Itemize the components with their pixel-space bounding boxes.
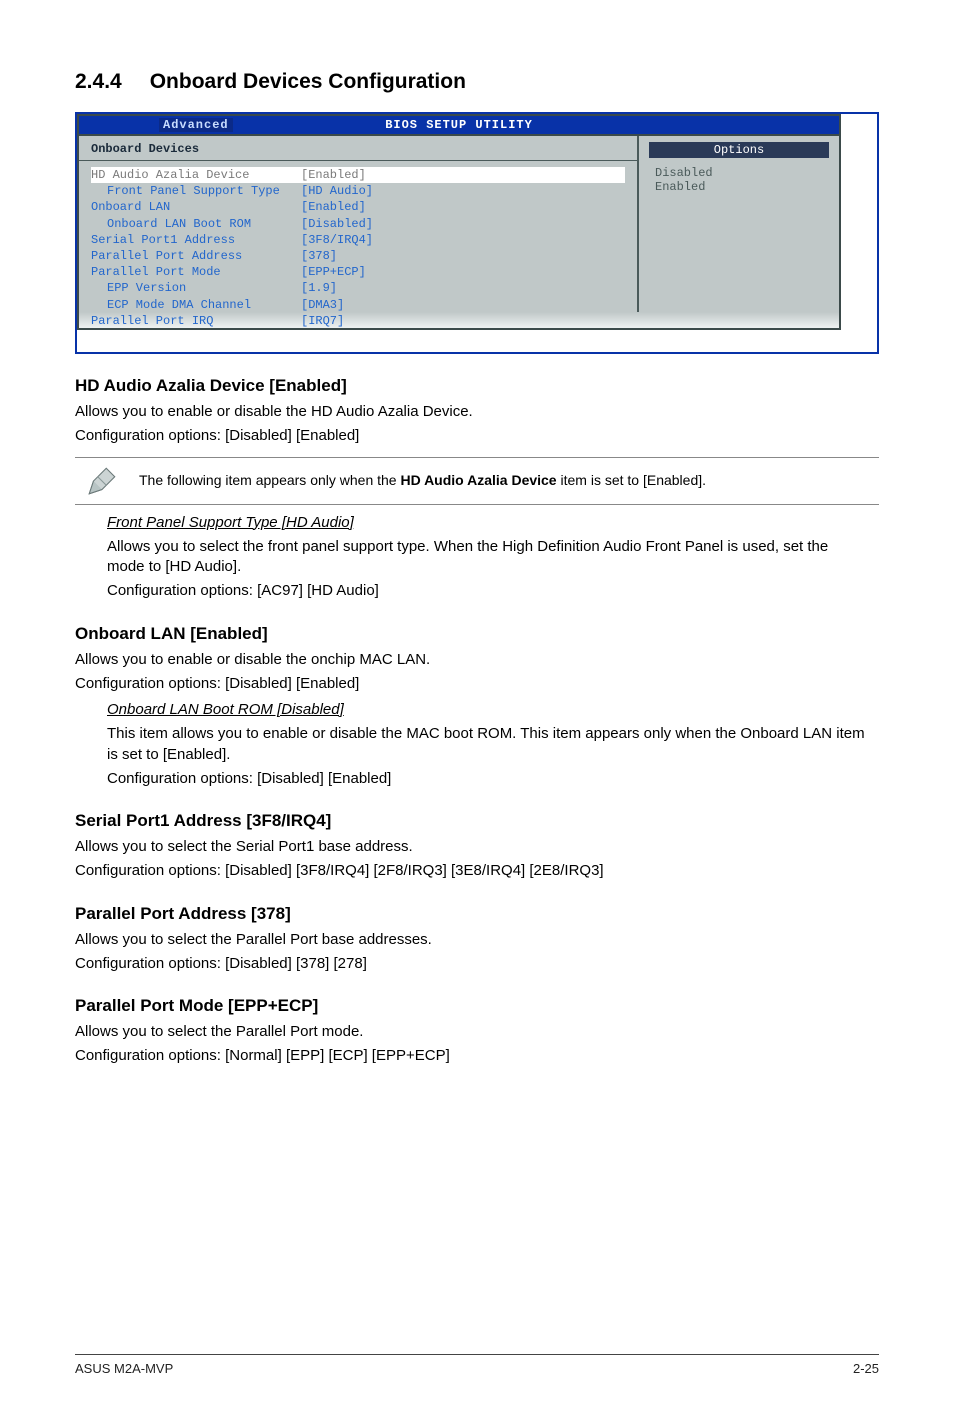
footer-right: 2-25 [853, 1361, 879, 1376]
section-heading: 2.4.4 Onboard Devices Configuration [75, 70, 879, 94]
bios-row-value: [Enabled] [301, 199, 366, 215]
note-callout: The following item appears only when the… [75, 457, 879, 505]
body-text: Configuration options: [Disabled] [378] … [75, 954, 879, 974]
subsection-heading: HD Audio Azalia Device [Enabled] [75, 376, 879, 396]
bios-row: Onboard LAN Boot ROM[Disabled] [91, 216, 625, 232]
body-text: Allows you to select the Parallel Port m… [75, 1022, 879, 1042]
bios-row-key: Front Panel Support Type [107, 183, 301, 199]
bios-option: Enabled [655, 180, 823, 194]
bios-row-value: [DMA3] [301, 297, 344, 313]
bios-option: Disabled [655, 166, 823, 180]
bios-screenshot: BIOS SETUP UTILITY Advanced Onboard Devi… [75, 112, 879, 354]
bios-options-title: Options [649, 142, 829, 158]
bios-title-bar: BIOS SETUP UTILITY Advanced [79, 116, 839, 136]
bios-row: Onboard LAN[Enabled] [91, 199, 625, 215]
bios-row-key: ECP Mode DMA Channel [107, 297, 301, 313]
bios-row-key: Serial Port1 Address [91, 232, 301, 248]
section-title: Onboard Devices Configuration [150, 70, 466, 94]
bios-row-value: [Disabled] [301, 216, 373, 232]
pencil-icon [85, 464, 119, 498]
subsection-heading: Parallel Port Mode [EPP+ECP] [75, 996, 879, 1016]
body-text: Allows you to select the front panel sup… [107, 537, 869, 578]
bios-row: ECP Mode DMA Channel[DMA3] [91, 297, 625, 313]
bios-row-key: Onboard LAN Boot ROM [107, 216, 301, 232]
bios-row: HD Audio Azalia Device[Enabled] [91, 167, 625, 183]
bios-row: Parallel Port IRQ[IRQ7] [91, 313, 625, 329]
section-number: 2.4.4 [75, 70, 122, 94]
bios-row-key: HD Audio Azalia Device [91, 167, 301, 183]
bios-row-key: EPP Version [107, 280, 301, 296]
body-text: Allows you to enable or disable the HD A… [75, 402, 879, 422]
bios-row-key: Parallel Port Mode [91, 264, 301, 280]
sub-block: Onboard LAN Boot ROM [Disabled] This item… [107, 700, 869, 789]
bios-tab-advanced: Advanced [159, 118, 233, 132]
bios-row: EPP Version[1.9] [91, 280, 625, 296]
bios-row-value: [378] [301, 248, 337, 264]
bios-row-key: Parallel Port Address [91, 248, 301, 264]
bios-row-value: [HD Audio] [301, 183, 373, 199]
bios-row-value: [IRQ7] [301, 313, 344, 329]
body-text: Configuration options: [Disabled] [Enabl… [107, 769, 869, 789]
bios-row-list: HD Audio Azalia Device[Enabled]Front Pan… [79, 161, 637, 335]
note-text: The following item appears only when the… [139, 471, 706, 490]
subsection-heading: Onboard LAN [Enabled] [75, 624, 879, 644]
bios-row-key: Onboard LAN [91, 199, 301, 215]
subsection-heading: Parallel Port Address [378] [75, 904, 879, 924]
body-text: Allows you to select the Serial Port1 ba… [75, 837, 879, 857]
body-text: This item allows you to enable or disabl… [107, 724, 869, 765]
sub-block: Front Panel Support Type [HD Audio] Allow… [107, 513, 869, 602]
bios-row-value: [1.9] [301, 280, 337, 296]
sub-heading: Front Panel Support Type [HD Audio] [107, 513, 869, 533]
body-text: Configuration options: [Disabled] [Enabl… [75, 674, 879, 694]
bios-row: Parallel Port Address[378] [91, 248, 625, 264]
bios-row-key: Parallel Port IRQ [91, 313, 301, 329]
body-text: Allows you to select the Parallel Port b… [75, 930, 879, 950]
bios-row-value: [EPP+ECP] [301, 264, 366, 280]
bios-row: Serial Port1 Address[3F8/IRQ4] [91, 232, 625, 248]
bios-left-header: Onboard Devices [79, 136, 637, 161]
bios-row-value: [3F8/IRQ4] [301, 232, 373, 248]
bios-row: Front Panel Support Type[HD Audio] [91, 183, 625, 199]
bios-row: Parallel Port Mode[EPP+ECP] [91, 264, 625, 280]
bios-title-text: BIOS SETUP UTILITY [385, 118, 533, 132]
sub-heading: Onboard LAN Boot ROM [Disabled] [107, 700, 869, 720]
body-text: Configuration options: [Normal] [EPP] [E… [75, 1046, 879, 1066]
footer-left: ASUS M2A-MVP [75, 1361, 173, 1376]
body-text: Allows you to enable or disable the onch… [75, 650, 879, 670]
bios-row-value: [Enabled] [301, 167, 366, 183]
body-text: Configuration options: [Disabled] [Enabl… [75, 426, 879, 446]
bios-options-list: DisabledEnabled [639, 164, 839, 196]
body-text: Configuration options: [Disabled] [3F8/I… [75, 861, 879, 881]
body-text: Configuration options: [AC97] [HD Audio] [107, 581, 869, 601]
page-footer: ASUS M2A-MVP 2-25 [75, 1354, 879, 1376]
subsection-heading: Serial Port1 Address [3F8/IRQ4] [75, 811, 879, 831]
